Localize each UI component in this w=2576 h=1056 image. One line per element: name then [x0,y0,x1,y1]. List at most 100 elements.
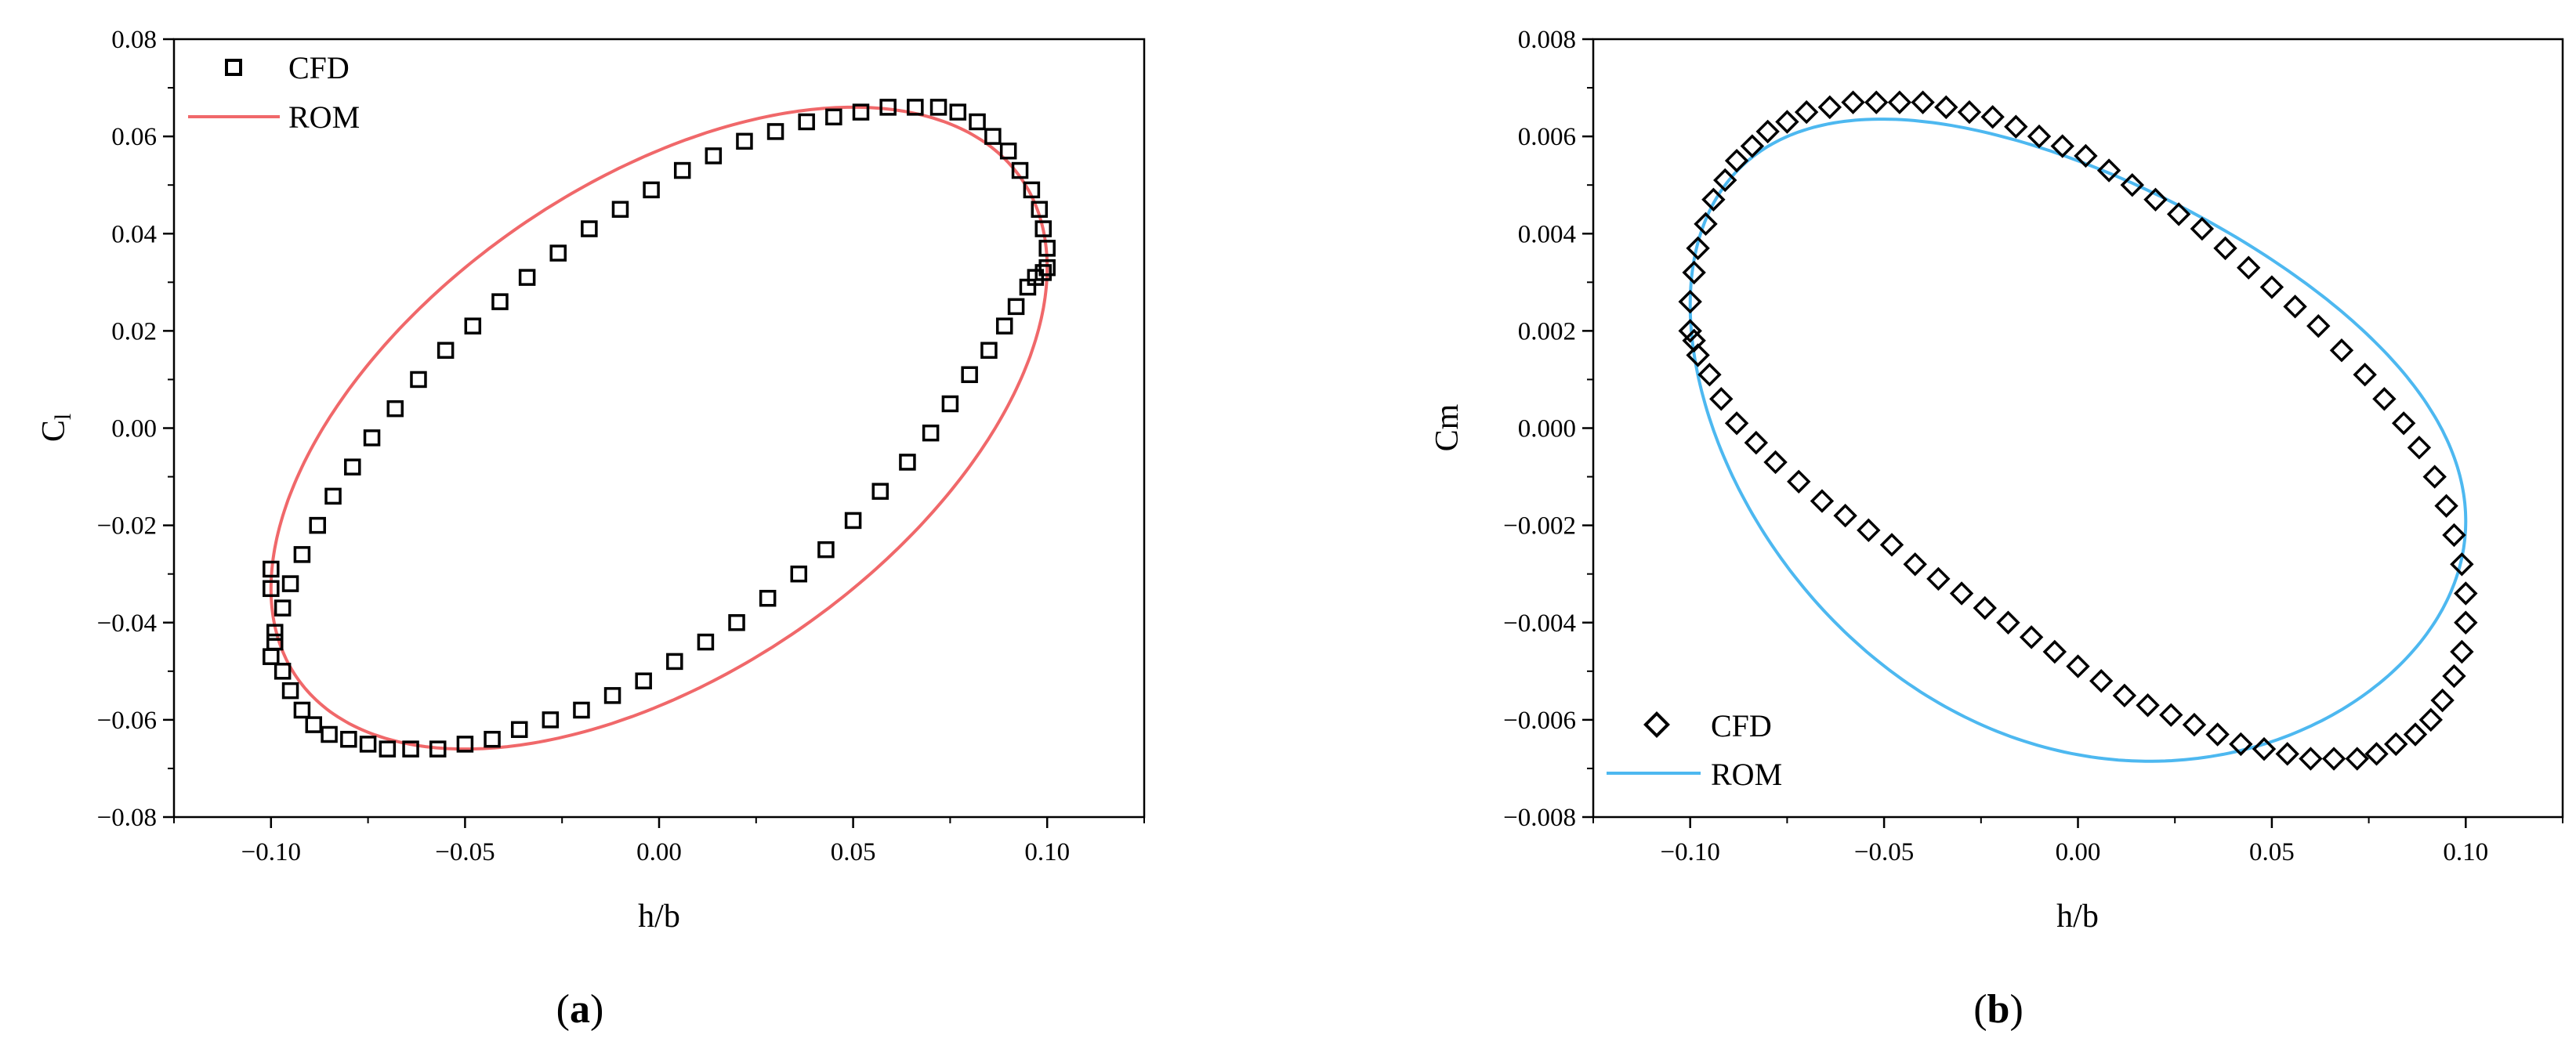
cfd-point [697,633,715,651]
cfd-point [2430,688,2455,713]
cfd-point [825,108,842,126]
cfd-point [1744,430,1769,455]
cfd-point [2442,523,2466,548]
y-tick-label: 0.06 [111,123,157,151]
cfd-point [321,725,338,743]
plot-frame-a [172,38,1146,819]
x-axis-a: −0.10 −0.05 0.00 0.05 0.10 [173,817,1145,866]
cfd-point [2042,639,2067,664]
y-tick-label: 0.006 [1518,123,1576,151]
cfd-point [643,181,660,199]
cfd-point [1996,610,2020,635]
cfd-point [995,317,1013,335]
cfd-point [2283,295,2307,319]
cfd-point [2004,114,2028,139]
y-tick-label: 0.08 [111,26,157,54]
cfd-series-a [263,99,1056,758]
cfd-point [1724,411,1749,436]
cfd-point [2391,411,2416,436]
cfd-point [961,366,978,383]
legend-a: CFD ROM [188,50,360,135]
cfd-point [1007,298,1025,316]
y-tick-label: 0.004 [1518,220,1576,248]
cfd-point [1034,264,1052,281]
cfd-point [344,458,361,476]
cfd-point [1023,181,1041,199]
cfd-point [2450,552,2474,577]
cfd-point [1682,260,1706,285]
cfd-point [999,142,1017,160]
cfd-point [1810,489,1835,513]
cfd-point [549,244,567,262]
cfd-point [852,103,870,121]
cfd-point [402,740,419,758]
cfd-point [2159,703,2183,727]
cfd-point [1686,236,1710,261]
cfd-point [1973,595,1997,620]
cfd-point [1701,187,1726,212]
cfd-point [2384,732,2408,757]
cfd-point [429,740,447,758]
cfd-point [1949,581,1974,606]
plot-frame-b [1592,38,2564,819]
cfd-point [1957,99,1982,125]
cfd-point [573,701,590,719]
legend-label-cfd-a: CFD [288,50,350,85]
cfd-point [2066,654,2090,678]
cfd-point [293,701,311,719]
legend-label-rom-b: ROM [1711,757,1782,792]
cfd-point [1887,90,1912,114]
cfd-point [2259,275,2284,299]
cfd-point [1911,90,1935,114]
cfd-point [1775,110,1799,134]
cfd-point [2345,747,2369,771]
cfd-point [2321,747,2346,771]
cfd-point [969,113,986,131]
cfd-point [1841,90,1865,114]
cfd-point [759,589,777,607]
cfd-point [379,740,397,758]
cfd-point [2143,187,2168,212]
cfd-point [2275,742,2299,766]
cfd-point [1038,240,1056,257]
y-tick-label: 0.00 [111,415,157,443]
cfd-point [1794,99,1819,125]
cfd-point [2027,124,2052,149]
cfd-point [2403,722,2428,747]
cfd-point [1755,119,1780,144]
cfd-point [542,711,560,729]
cfd-point [2182,712,2207,737]
cfd-point [603,687,621,704]
y-tick-label: −0.04 [97,609,157,638]
cfd-point [1817,95,1842,120]
x-axis-b: −0.10 −0.05 0.00 0.05 0.10 [1592,817,2563,866]
rom-series-a [269,105,1049,751]
cfd-point [2306,313,2331,338]
cfd-point [666,653,683,671]
cfd-point [1763,450,1788,475]
cfd-point [980,342,998,359]
cfd-point [266,633,284,651]
cfd-point [2205,722,2230,747]
y-tick-label: −0.002 [1503,512,1576,541]
cfd-point [309,516,326,534]
cfd-point [2190,216,2215,241]
cfd-point [1678,289,1702,314]
cfd-point [1903,552,1927,577]
caption-a: (a) [556,987,604,1032]
cfd-point [2019,625,2044,649]
x-tick-label: −0.10 [1661,838,1720,866]
x-tick-label: 0.10 [2443,838,2488,866]
cfd-point [705,147,723,165]
cfd-point [1034,220,1052,237]
cfd-point [1678,319,1702,343]
cfd-point [2422,465,2447,489]
y-tick-label: 0.02 [111,317,157,345]
cfd-point [2364,742,2389,766]
cfd-point [2450,639,2474,664]
cfd-point [281,682,299,700]
cfd-point [410,371,427,389]
y-tick-label: 0.000 [1518,415,1576,443]
cfd-point [673,161,691,179]
cfd-point [437,342,455,359]
